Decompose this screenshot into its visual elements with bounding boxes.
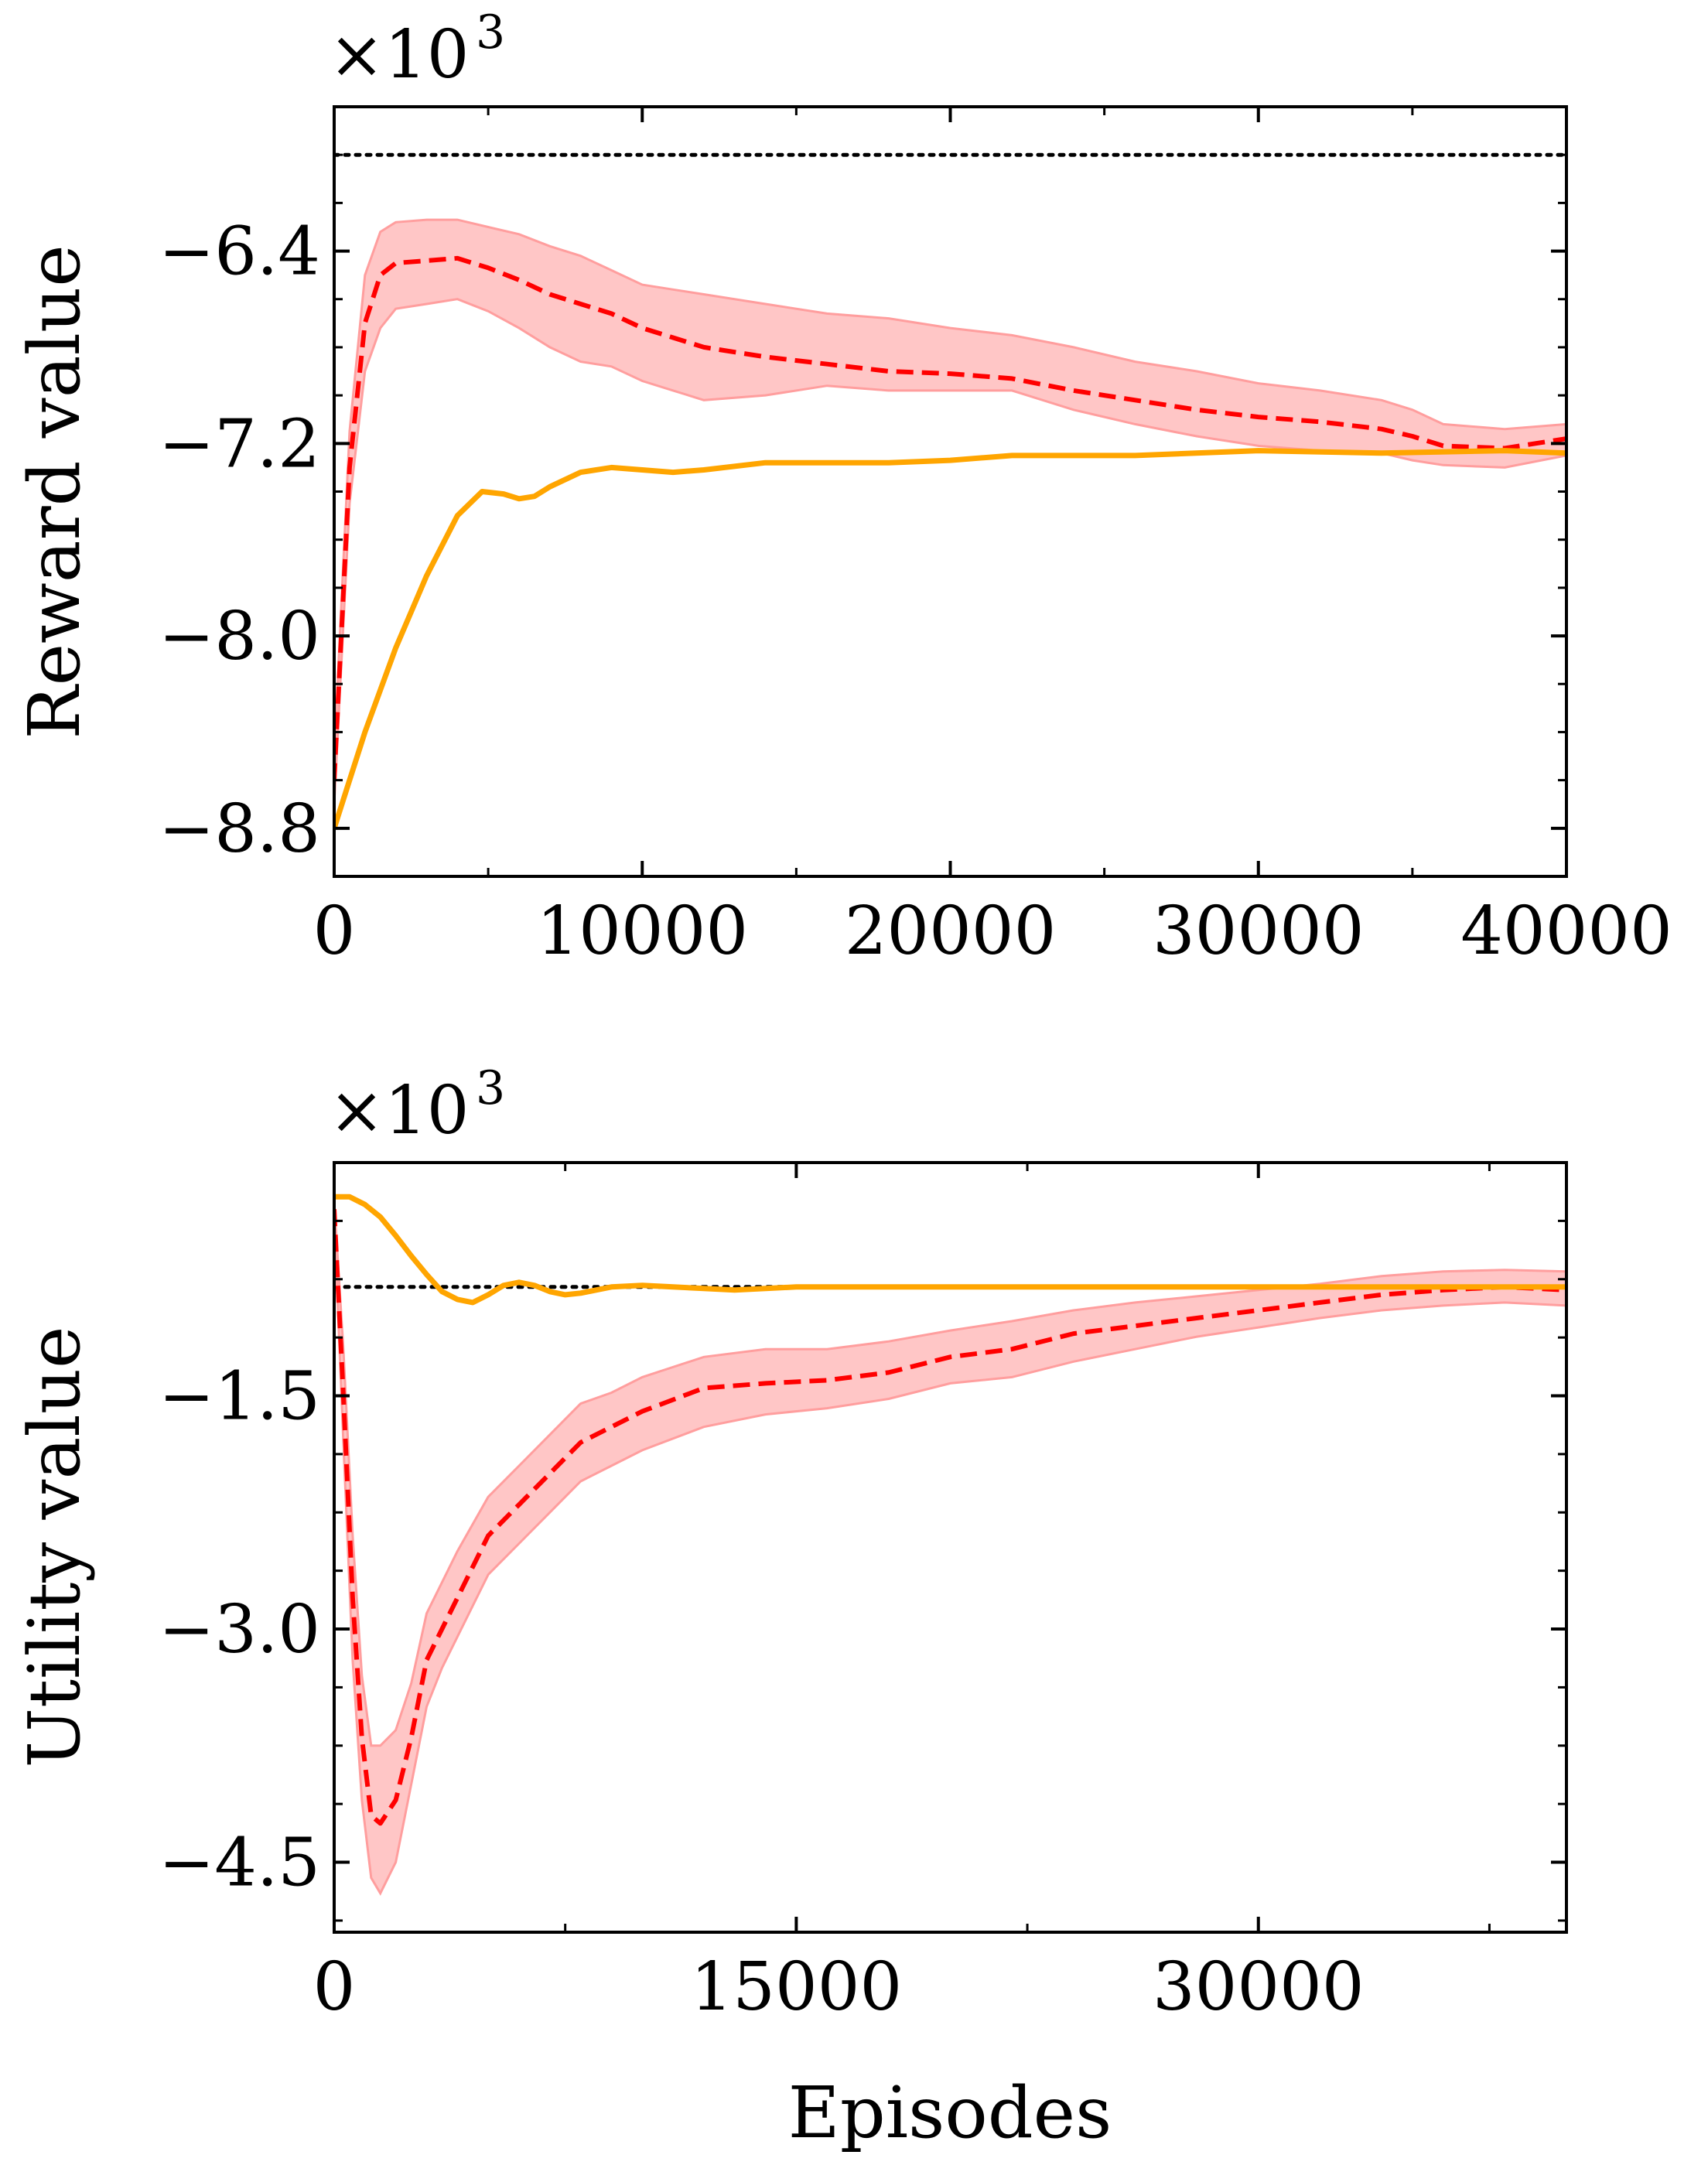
reward-ytick-label: −6.4: [159, 213, 320, 291]
utility-multiplier-exp: 3: [476, 1061, 505, 1115]
reward-ytick-label: −8.0: [159, 598, 320, 675]
utility-ytick-label: −4.5: [159, 1825, 320, 1902]
reward-axes-frame: [333, 105, 1568, 878]
reward-multiplier-exp: 3: [476, 5, 505, 60]
utility-mean-line: [334, 1209, 1566, 1826]
reward-multiplier: ×10: [329, 16, 470, 94]
utility-xtick-label: 0: [313, 1948, 356, 2026]
utility-xlabel: Episodes: [788, 2071, 1112, 2154]
utility-mean-band: [334, 1201, 1566, 1896]
utility-xtick-label: 30000: [1153, 1948, 1365, 2026]
reward-plot-area: [334, 152, 1566, 829]
reward-panel: 0 10000 20000 30000 40000 −6.4 −7.2 −8.0 −8.8 ×1…: [13, 5, 1672, 970]
reward-ylabel: Reward value: [13, 244, 96, 739]
utility-xtick-label: 15000: [691, 1948, 903, 2026]
utility-ytick-label: −3.0: [159, 1591, 320, 1668]
reward-xtick-label: 0: [313, 893, 356, 970]
reward-xtick-label: 20000: [845, 893, 1057, 970]
utility-plot-area: [334, 1194, 1566, 1896]
utility-ticks: 0 15000 30000 −1.5 −3.0 −4.5: [159, 1161, 1566, 2026]
utility-multiplier: ×10: [329, 1072, 470, 1149]
reward-xtick-label: 40000: [1460, 893, 1672, 970]
reward-ytick-label: −8.8: [159, 791, 320, 868]
utility-ytick-label: −1.5: [159, 1358, 320, 1436]
reward-xtick-label: 10000: [536, 893, 748, 970]
reward-baseline-line: [334, 448, 1566, 829]
reward-xtick-label: 30000: [1153, 893, 1365, 970]
utility-panel: 0 15000 30000 −1.5 −3.0 −4.5 ×10 3 Utility va…: [13, 1061, 1568, 2154]
utility-baseline-line: [334, 1194, 1566, 1306]
utility-axes-frame: [333, 1161, 1568, 1934]
utility-ylabel: Utility value: [13, 1327, 96, 1768]
reward-mean-line: [334, 255, 1566, 780]
reward-ytick-label: −7.2: [159, 405, 320, 483]
reward-mean-band: [334, 218, 1566, 804]
reward-ticks: 0 10000 20000 30000 40000 −6.4 −7.2 −8.0 −8.8: [159, 105, 1672, 970]
